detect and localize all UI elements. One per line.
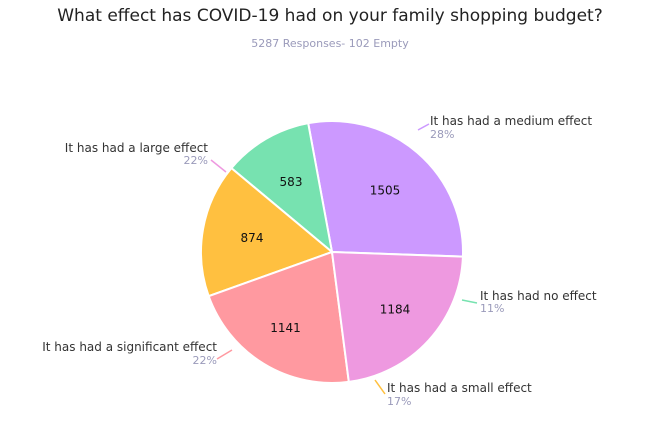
chart-subtitle: 5287 Responses- 102 Empty (251, 37, 409, 50)
slice-category-label: It has had a significant effect (42, 340, 217, 354)
pie-slice-it-has-had-a-large-effect[interactable] (330, 250, 464, 384)
slice-category-label: It has had a large effect (65, 141, 208, 155)
pie-slice-it-has-had-a-significant-effect[interactable] (207, 250, 350, 384)
slice-percent-label: 17% (387, 395, 411, 408)
pie-slice-it-has-had-a-medium-effect[interactable] (307, 120, 464, 258)
slices-layer (200, 120, 464, 384)
leader-line (216, 349, 233, 360)
pie-slice-it-has-had-no-effect[interactable] (229, 122, 334, 255)
slice-percent-label: 22% (184, 154, 208, 167)
slice-category-label: It has had no effect (480, 289, 597, 303)
slice-value-label: 583 (280, 175, 303, 189)
leader-line (210, 159, 227, 173)
slice-value-label: 874 (241, 231, 264, 245)
slice-category-label: It has had a small effect (387, 381, 532, 395)
leader-line (374, 379, 386, 395)
leader-line (417, 123, 430, 131)
chart-title: What effect has COVID-19 had on your fam… (57, 6, 603, 26)
leader-line (461, 299, 478, 304)
slice-category-label: It has had a medium effect (430, 114, 592, 128)
pie-slice-it-has-had-a-small-effect[interactable] (200, 166, 334, 298)
slice-percent-label: 28% (430, 128, 454, 141)
slice-value-label: 1184 (380, 302, 411, 316)
slice-value-label: 1141 (270, 321, 301, 335)
slice-percent-label: 11% (480, 302, 504, 315)
slice-percent-label: 22% (193, 354, 217, 367)
slice-value-label: 1505 (370, 184, 401, 198)
